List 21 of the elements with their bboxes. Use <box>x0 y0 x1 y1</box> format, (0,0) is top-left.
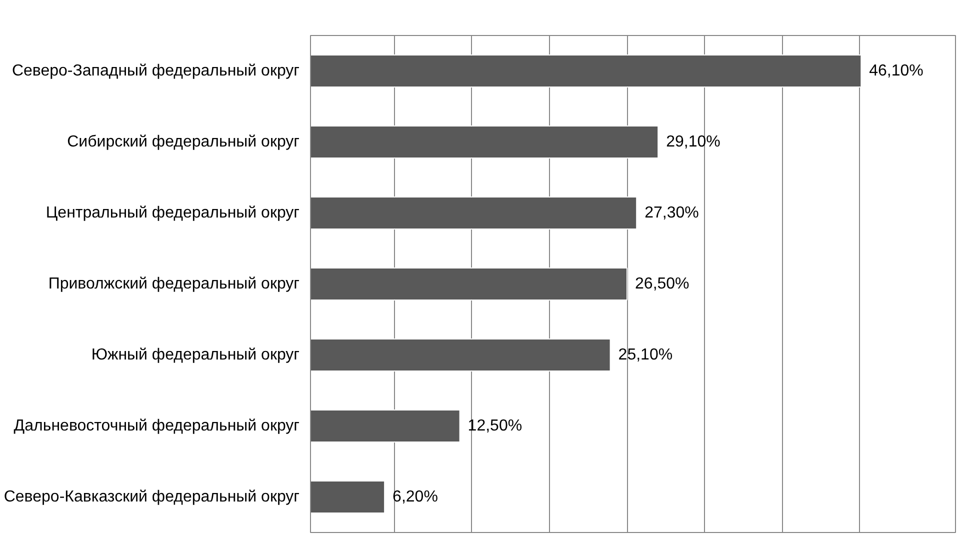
y-tick-label: Северо-Кавказский федеральный округ <box>4 488 300 506</box>
y-tick-label: Северо-Западный федеральный округ <box>12 62 300 80</box>
y-tick-label: Южный федеральный округ <box>91 346 300 364</box>
data-label: 46,10% <box>869 62 924 80</box>
bar <box>310 338 611 372</box>
y-tick-label: Дальневосточный федеральный округ <box>14 418 300 434</box>
bar <box>310 126 659 158</box>
bar <box>310 54 862 88</box>
data-label: 29,10% <box>666 134 720 150</box>
bar <box>310 480 386 514</box>
data-label: 26,50% <box>635 276 690 292</box>
bar <box>310 410 460 442</box>
y-tick-label: Центральный федеральный округ <box>46 204 300 222</box>
bar <box>310 196 638 230</box>
data-label: 12,50% <box>468 418 522 434</box>
y-tick-label: Сибирский федеральный округ <box>67 134 300 150</box>
y-tick-label: Приволжский федеральный округ <box>48 276 300 292</box>
data-label: 25,10% <box>618 346 673 364</box>
data-label: 27,30% <box>644 204 699 222</box>
data-label: 6,20% <box>392 488 438 506</box>
bar <box>310 268 628 300</box>
